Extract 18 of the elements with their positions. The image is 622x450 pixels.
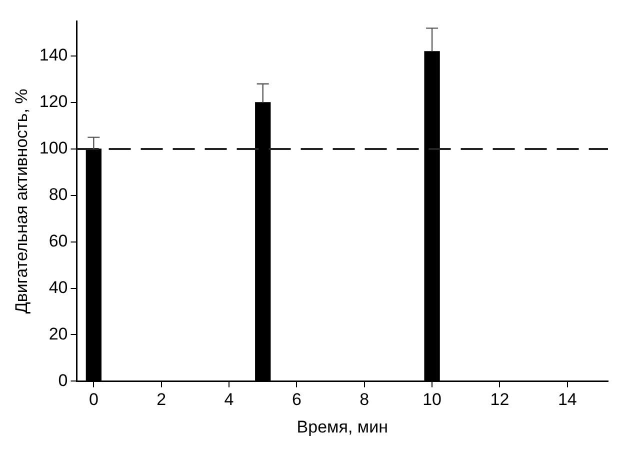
x-tick-label: 0	[88, 390, 98, 410]
x-tick-label: 14	[558, 390, 577, 410]
y-tick-label: 120	[39, 92, 68, 112]
x-axis-title: Время, мин	[296, 417, 388, 436]
y-tick-label: 0	[58, 370, 68, 390]
y-tick-label: 80	[48, 185, 68, 204]
y-axis-title: Двигательная активность, %	[12, 88, 31, 314]
y-tick-label: 100	[39, 138, 68, 158]
y-tick-label: 60	[48, 232, 68, 251]
x-tick-label: 4	[224, 390, 234, 410]
y-tick-label: 20	[48, 324, 68, 344]
x-tick-label: 10	[422, 390, 442, 410]
x-tick-label: 12	[490, 390, 510, 410]
y-tick-label: 140	[39, 46, 68, 65]
x-tick-label: 2	[156, 390, 166, 410]
y-tick-label: 40	[48, 278, 68, 297]
x-tick-label: 8	[360, 390, 370, 410]
x-tick-label: 6	[292, 390, 302, 410]
